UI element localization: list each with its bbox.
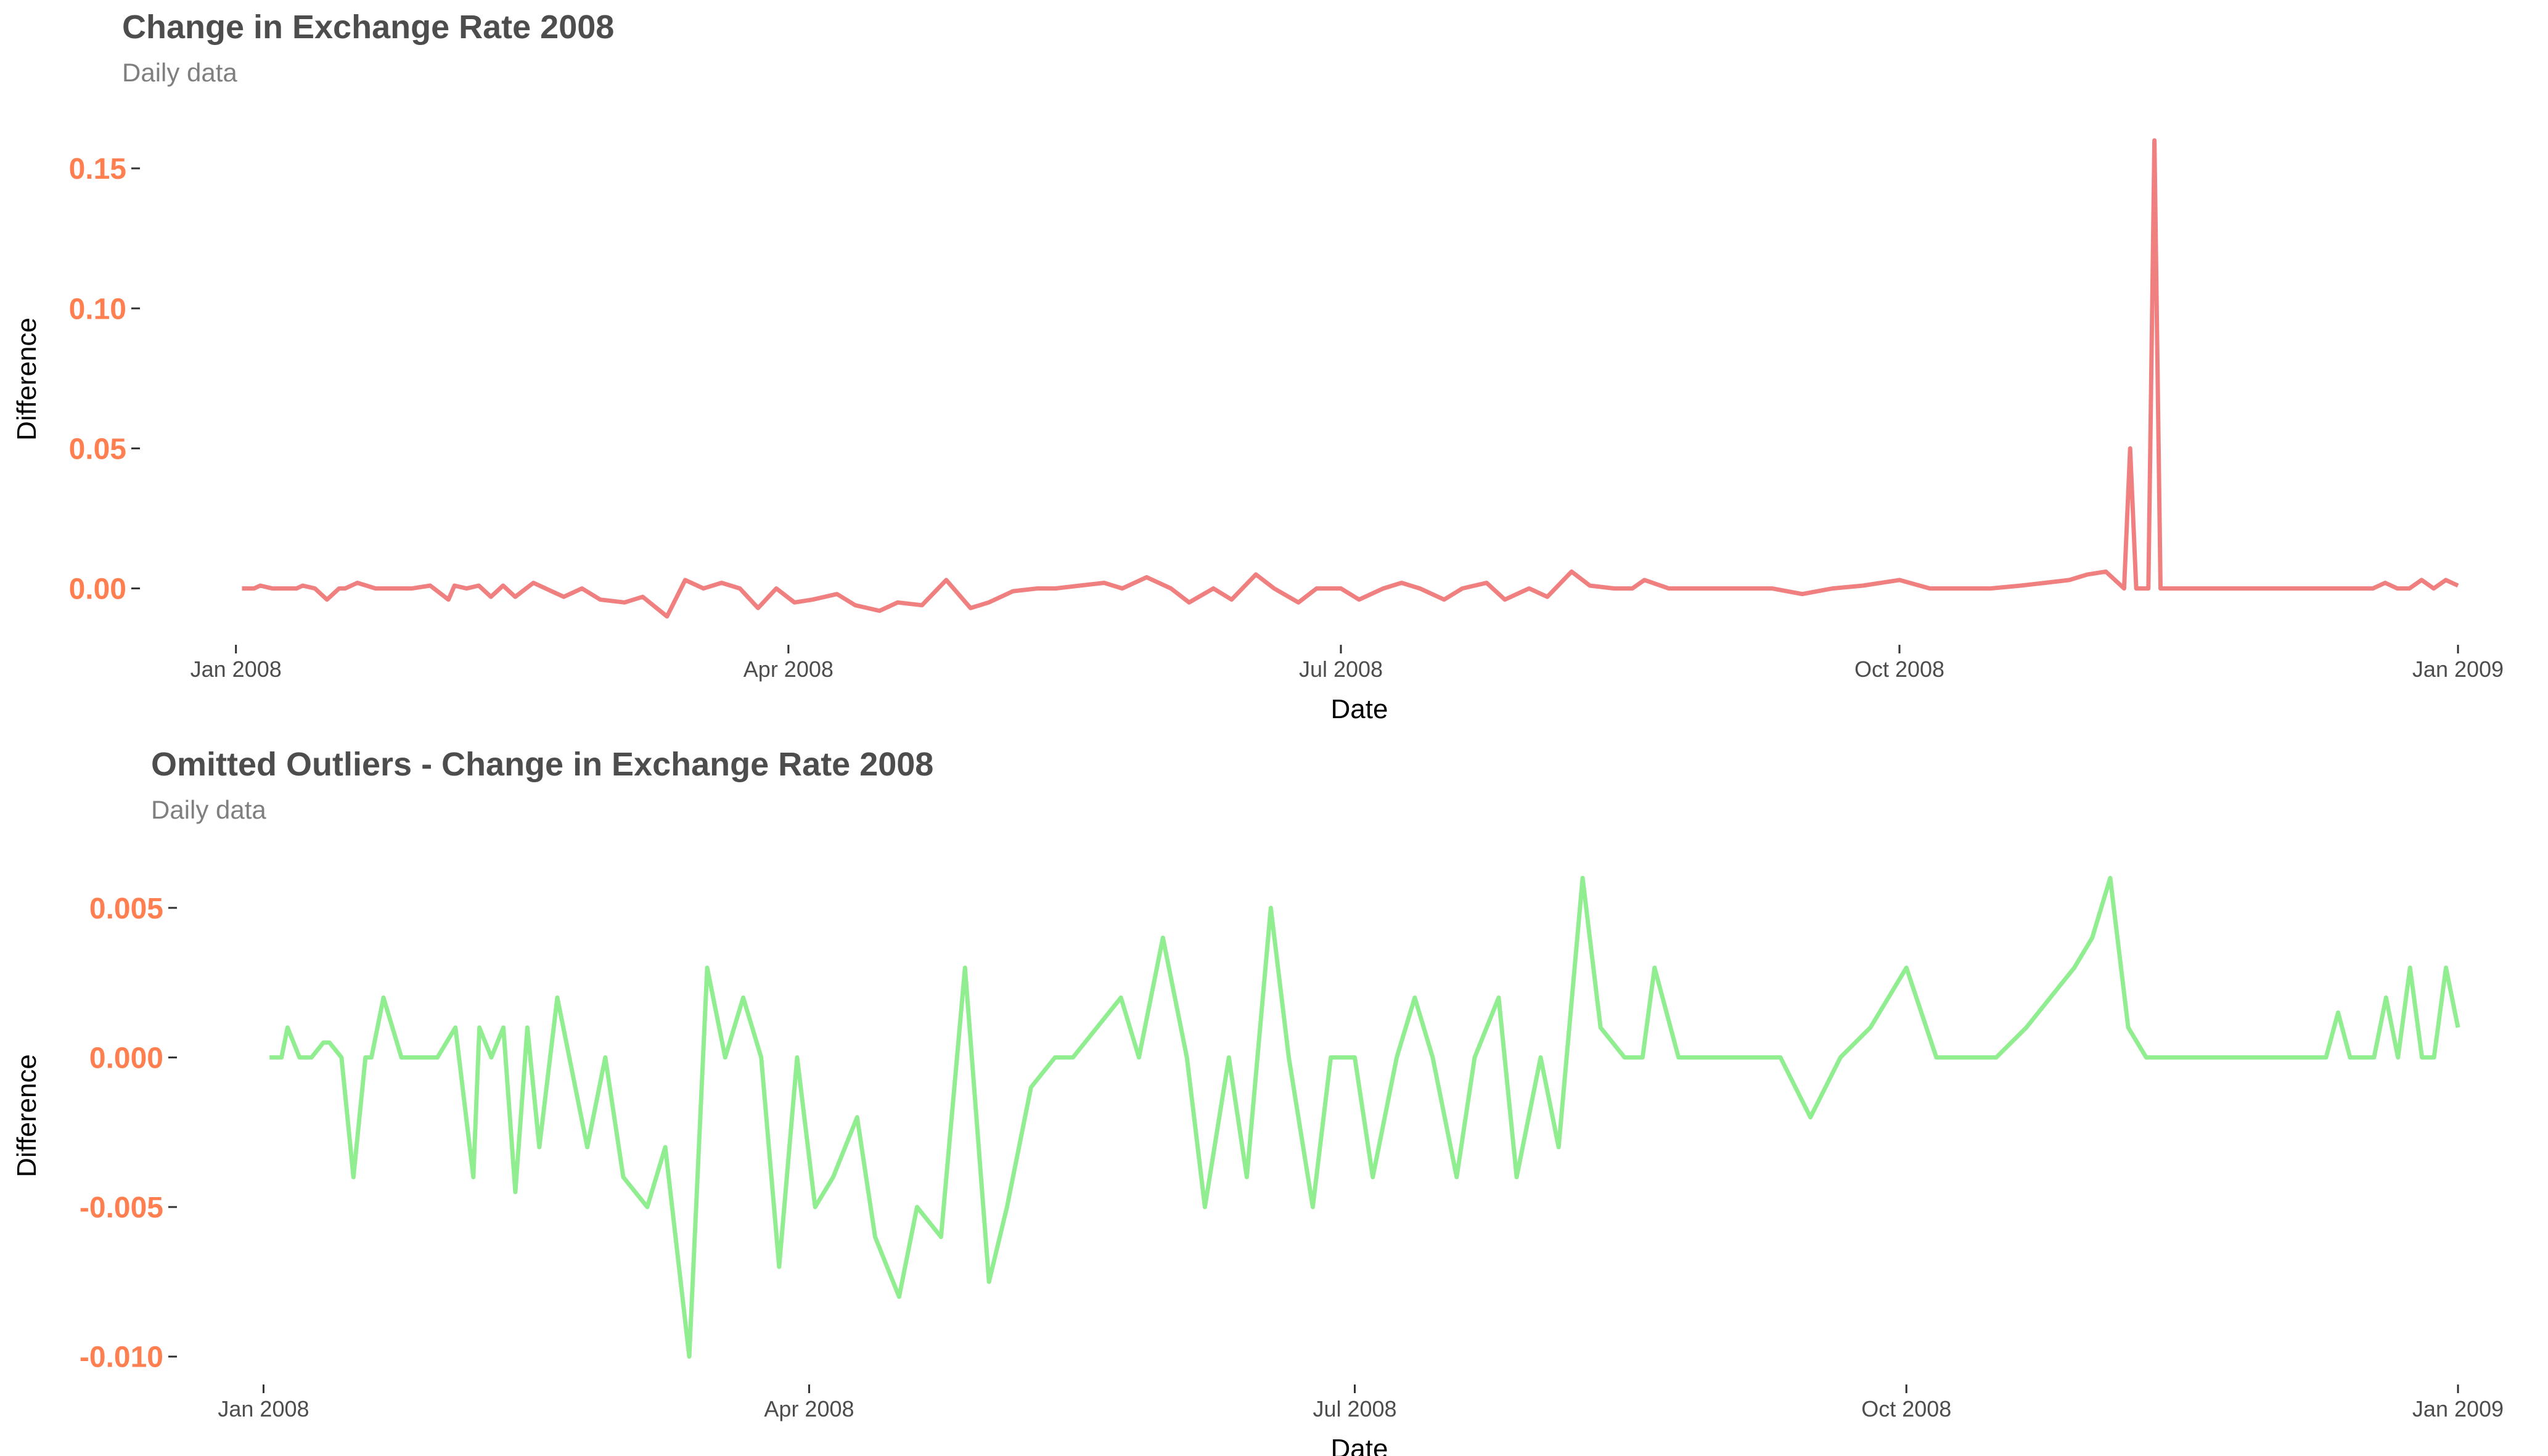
top-x-axis-label: Date [1331,694,1388,724]
bottom-chart-title: Omitted Outliers - Change in Exchange Ra… [151,746,933,783]
top-x-tick-label: Jan 2008 [190,656,282,682]
bottom-y-tick-label: -0.010 [80,1341,163,1374]
top-y-tick-label: 0.15 [69,153,126,186]
top-x-ticks: Jan 2008 Apr 2008 Jul 2008 Oct 2008 Jan 2009 [190,645,2504,682]
bottom-x-tick-label: Apr 2008 [764,1396,854,1421]
bottom-y-tick-label: -0.005 [80,1192,163,1224]
top-x-tick-label: Apr 2008 [744,656,834,682]
top-series-line [242,138,2459,619]
top-y-tick-label: 0.05 [69,433,126,465]
bottom-y-ticks: -0.010 -0.005 0.000 0.005 [80,893,177,1374]
top-panel: Change in Exchange Rate 2008 Daily data … [12,9,2504,724]
bottom-x-tick-label: Jan 2008 [218,1396,309,1421]
bottom-chart-subtitle: Daily data [151,795,266,824]
top-y-ticks: 0.00 0.05 0.10 0.15 [69,153,140,606]
bottom-y-tick-label: 0.000 [89,1042,163,1074]
top-y-tick-label: 0.10 [69,293,126,325]
top-y-axis-label: Difference [12,317,42,441]
top-x-tick-label: Jan 2009 [2412,656,2504,682]
bottom-y-tick-label: 0.005 [89,893,163,925]
top-x-tick-label: Jul 2008 [1299,656,1383,682]
bottom-y-axis-label: Difference [12,1054,42,1177]
bottom-x-axis-label: Date [1331,1434,1388,1456]
top-y-tick-label: 0.00 [69,573,126,606]
top-chart-title: Change in Exchange Rate 2008 [122,9,614,46]
bottom-x-tick-label: Jan 2009 [2412,1396,2504,1421]
bottom-x-tick-label: Jul 2008 [1313,1396,1396,1421]
bottom-series-line [269,875,2460,1359]
top-chart-subtitle: Daily data [122,58,237,87]
bottom-x-tick-label: Oct 2008 [1861,1396,1951,1421]
top-x-tick-label: Oct 2008 [1854,656,1944,682]
bottom-panel: Omitted Outliers - Change in Exchange Ra… [12,746,2504,1456]
bottom-x-ticks: Jan 2008 Apr 2008 Jul 2008 Oct 2008 Jan 2009 [218,1384,2504,1421]
